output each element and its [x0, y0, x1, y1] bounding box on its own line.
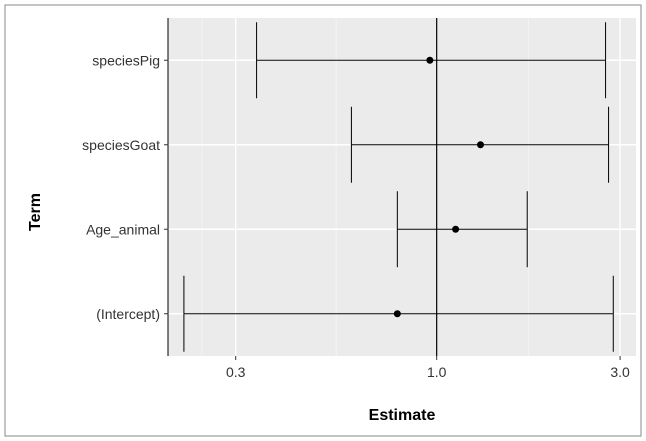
estimate-points: [393, 56, 484, 318]
estimate-point: [452, 225, 460, 233]
x-tick-labels: 0.3 1.0 3.0: [226, 356, 630, 380]
y-tick-label: speciesPig: [92, 52, 160, 68]
y-tick-label: Age_animal: [86, 221, 160, 237]
x-axis-title: Estimate: [369, 407, 436, 424]
y-tick-label: speciesGoat: [82, 137, 160, 153]
plot-panel: [168, 18, 636, 356]
y-tick-labels: speciesPig speciesGoat Age_animal (Intercep…: [82, 52, 168, 322]
estimate-point: [426, 56, 434, 64]
y-axis-title: Term: [27, 193, 44, 231]
x-tick-label: 1.0: [427, 364, 447, 380]
estimate-point: [393, 310, 401, 318]
estimate-point: [476, 141, 484, 149]
x-tick-label: 0.3: [226, 364, 246, 380]
y-tick-label: (Intercept): [96, 306, 160, 322]
x-tick-label: 3.0: [610, 364, 630, 380]
